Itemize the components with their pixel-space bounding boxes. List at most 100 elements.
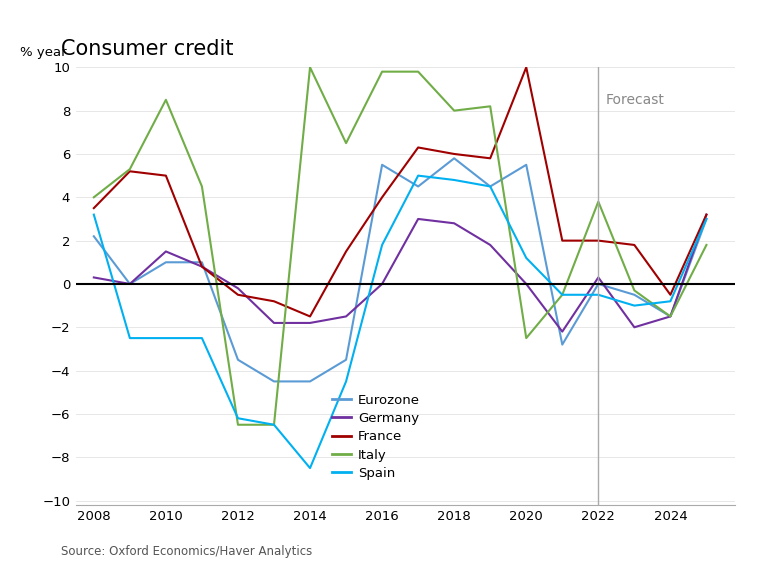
Germany <box>414 215 423 222</box>
Eurozone <box>630 291 639 298</box>
Germany <box>125 280 134 287</box>
France <box>558 237 567 244</box>
Eurozone <box>269 378 278 385</box>
Italy <box>702 242 711 249</box>
Eurozone <box>342 356 351 363</box>
France <box>414 144 423 151</box>
Line: France: France <box>94 67 706 316</box>
France <box>233 291 243 298</box>
Germany <box>486 242 495 249</box>
Eurozone <box>522 162 531 168</box>
France <box>594 237 603 244</box>
Italy <box>666 313 675 320</box>
Germany <box>594 274 603 281</box>
Germany <box>702 211 711 218</box>
Germany <box>342 313 351 320</box>
Eurozone <box>125 280 134 287</box>
Germany <box>305 320 315 327</box>
Text: Consumer credit: Consumer credit <box>61 39 233 59</box>
Spain <box>197 335 206 342</box>
France <box>161 172 171 179</box>
Eurozone <box>414 183 423 190</box>
Spain <box>486 183 495 190</box>
Germany <box>666 313 675 320</box>
Text: Source: Oxford Economics/Haver Analytics: Source: Oxford Economics/Haver Analytics <box>61 545 312 558</box>
Spain <box>161 335 171 342</box>
France <box>342 248 351 255</box>
France <box>486 155 495 162</box>
Eurozone <box>197 259 206 266</box>
France <box>377 194 387 201</box>
Legend: Eurozone, Germany, France, Italy, Spain: Eurozone, Germany, France, Italy, Spain <box>327 389 425 485</box>
Spain <box>702 215 711 222</box>
Eurozone <box>89 233 99 240</box>
Italy <box>269 421 278 428</box>
Text: % year: % year <box>20 45 67 58</box>
Italy <box>342 140 351 146</box>
France <box>666 291 675 298</box>
Italy <box>414 68 423 75</box>
France <box>449 150 459 157</box>
Italy <box>125 165 134 172</box>
Germany <box>161 248 171 255</box>
Spain <box>233 415 243 422</box>
France <box>522 64 531 71</box>
Germany <box>233 285 243 292</box>
Spain <box>305 465 315 471</box>
Spain <box>89 211 99 218</box>
Italy <box>558 291 567 298</box>
Text: Forecast: Forecast <box>606 93 665 107</box>
Italy <box>630 287 639 294</box>
Germany <box>269 320 278 327</box>
Eurozone <box>486 183 495 190</box>
Spain <box>522 255 531 261</box>
Line: Eurozone: Eurozone <box>94 158 706 381</box>
Germany <box>522 280 531 287</box>
Italy <box>486 103 495 110</box>
France <box>630 242 639 249</box>
Germany <box>89 274 99 281</box>
Italy <box>305 64 315 71</box>
Italy <box>377 68 387 75</box>
Eurozone <box>377 162 387 168</box>
France <box>702 211 711 218</box>
Spain <box>558 291 567 298</box>
Line: Germany: Germany <box>94 215 706 332</box>
Italy <box>89 194 99 201</box>
Italy <box>233 421 243 428</box>
Eurozone <box>449 155 459 162</box>
Line: Spain: Spain <box>94 176 706 468</box>
Eurozone <box>558 341 567 348</box>
Eurozone <box>594 280 603 287</box>
Spain <box>666 298 675 305</box>
Germany <box>630 324 639 330</box>
Germany <box>449 220 459 227</box>
Spain <box>342 378 351 385</box>
Italy <box>594 198 603 205</box>
Spain <box>630 302 639 309</box>
Eurozone <box>702 215 711 222</box>
Italy <box>197 183 206 190</box>
Spain <box>414 172 423 179</box>
Eurozone <box>305 378 315 385</box>
France <box>269 298 278 305</box>
Spain <box>449 177 459 183</box>
Germany <box>197 263 206 270</box>
Spain <box>269 421 278 428</box>
Eurozone <box>666 313 675 320</box>
Italy <box>522 335 531 342</box>
France <box>89 205 99 211</box>
Germany <box>558 328 567 335</box>
Spain <box>377 242 387 249</box>
France <box>197 263 206 270</box>
Italy <box>449 107 459 114</box>
Eurozone <box>233 356 243 363</box>
France <box>125 168 134 174</box>
Eurozone <box>161 259 171 266</box>
Line: Italy: Italy <box>94 67 706 425</box>
France <box>305 313 315 320</box>
Italy <box>161 96 171 103</box>
Spain <box>125 335 134 342</box>
Spain <box>594 291 603 298</box>
Germany <box>377 280 387 287</box>
